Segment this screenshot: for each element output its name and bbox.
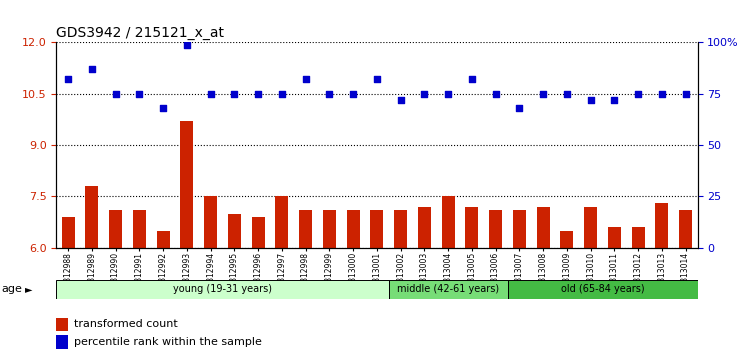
Bar	[608, 227, 621, 248]
Bar	[508, 280, 698, 299]
Point	[134, 91, 146, 97]
Point	[62, 76, 74, 82]
Point	[466, 76, 478, 82]
Point	[632, 91, 644, 97]
Bar	[394, 210, 407, 248]
Point	[228, 91, 240, 97]
Text: age: age	[2, 284, 22, 294]
Bar	[56, 335, 68, 349]
Bar	[679, 210, 692, 248]
Bar	[204, 196, 218, 248]
Point	[680, 91, 692, 97]
Text: old (65-84 years): old (65-84 years)	[561, 284, 644, 295]
Bar	[632, 227, 645, 248]
Point	[394, 97, 406, 103]
Point	[158, 105, 170, 111]
Bar	[560, 231, 574, 248]
Bar	[489, 210, 502, 248]
Point	[205, 91, 217, 97]
Point	[323, 91, 335, 97]
Bar	[56, 318, 68, 331]
Bar	[157, 231, 170, 248]
Point	[181, 42, 193, 47]
Point	[276, 91, 288, 97]
Point	[561, 91, 573, 97]
Point	[656, 91, 668, 97]
Point	[299, 76, 312, 82]
Text: ►: ►	[25, 284, 32, 294]
Bar	[86, 186, 98, 248]
Bar	[536, 207, 550, 248]
Bar	[275, 196, 289, 248]
Point	[252, 91, 264, 97]
Bar	[251, 217, 265, 248]
Bar	[228, 213, 241, 248]
Text: GDS3942 / 215121_x_at: GDS3942 / 215121_x_at	[56, 26, 224, 40]
Point	[513, 105, 525, 111]
Bar	[180, 121, 194, 248]
Text: percentile rank within the sample: percentile rank within the sample	[74, 337, 262, 347]
Point	[110, 91, 122, 97]
Bar	[109, 210, 122, 248]
Text: young (19-31 years): young (19-31 years)	[173, 284, 272, 295]
Bar	[133, 210, 146, 248]
Bar	[299, 210, 312, 248]
Point	[537, 91, 549, 97]
Bar	[322, 210, 336, 248]
Bar	[62, 217, 75, 248]
Bar	[56, 280, 388, 299]
Bar	[388, 280, 508, 299]
Bar	[346, 210, 360, 248]
Bar	[442, 196, 454, 248]
Bar	[584, 207, 597, 248]
Point	[419, 91, 430, 97]
Point	[585, 97, 597, 103]
Point	[490, 91, 502, 97]
Text: transformed count: transformed count	[74, 319, 178, 329]
Point	[442, 91, 454, 97]
Point	[347, 91, 359, 97]
Point	[608, 97, 620, 103]
Text: middle (42-61 years): middle (42-61 years)	[397, 284, 500, 295]
Bar	[465, 207, 478, 248]
Bar	[418, 207, 431, 248]
Point	[370, 76, 382, 82]
Point	[86, 66, 98, 72]
Bar	[656, 203, 668, 248]
Bar	[513, 210, 526, 248]
Bar	[370, 210, 383, 248]
